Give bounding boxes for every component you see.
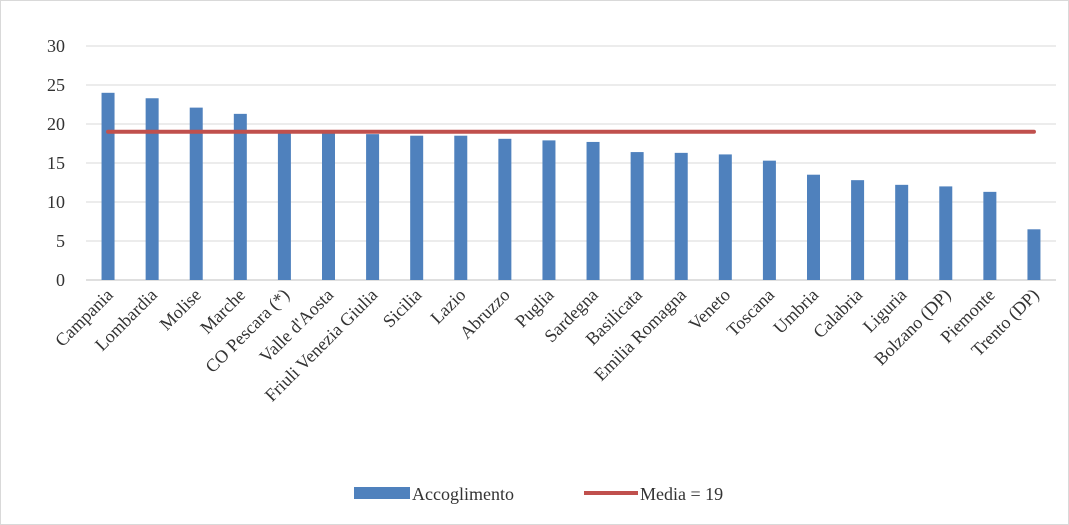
bar: [983, 192, 996, 280]
bar: [278, 131, 291, 280]
gridlines: [86, 46, 1056, 280]
x-category-label: Abruzzo: [456, 285, 514, 343]
x-category-label: Molise: [156, 285, 206, 335]
y-tick-label: 0: [56, 270, 65, 290]
bar: [939, 186, 952, 280]
y-tick-label: 10: [47, 192, 65, 212]
bar: [102, 93, 115, 280]
x-category-label: Sicilia: [379, 285, 426, 332]
legend-swatch-accoglimento: [354, 487, 410, 499]
bar: [322, 132, 335, 280]
bar: [807, 175, 820, 280]
bar: [895, 185, 908, 280]
bar: [851, 180, 864, 280]
bar: [763, 161, 776, 280]
bar: [234, 114, 247, 280]
bar: [146, 98, 159, 280]
bar: [1027, 229, 1040, 280]
bar: [410, 136, 423, 280]
bar: [631, 152, 644, 280]
y-tick-label: 25: [47, 75, 65, 95]
x-category-label: Toscana: [723, 285, 779, 341]
bar: [498, 139, 511, 280]
y-tick-label: 15: [47, 153, 65, 173]
y-tick-label: 20: [47, 114, 65, 134]
bar: [587, 142, 600, 280]
bar: [366, 134, 379, 280]
legend: Accoglimento Media = 19: [354, 484, 723, 504]
bar: [454, 136, 467, 280]
bar: [675, 153, 688, 280]
legend-label-accoglimento: Accoglimento: [412, 484, 514, 504]
bar: [719, 154, 732, 280]
bar: [542, 140, 555, 280]
bar-series: [102, 93, 1041, 280]
legend-label-media: Media = 19: [640, 484, 723, 504]
y-tick-label: 30: [47, 36, 65, 56]
x-category-label: Calabria: [809, 285, 866, 342]
y-axis-ticks: 0 5 10 15 20 25 30: [47, 36, 65, 290]
y-tick-label: 5: [56, 231, 65, 251]
